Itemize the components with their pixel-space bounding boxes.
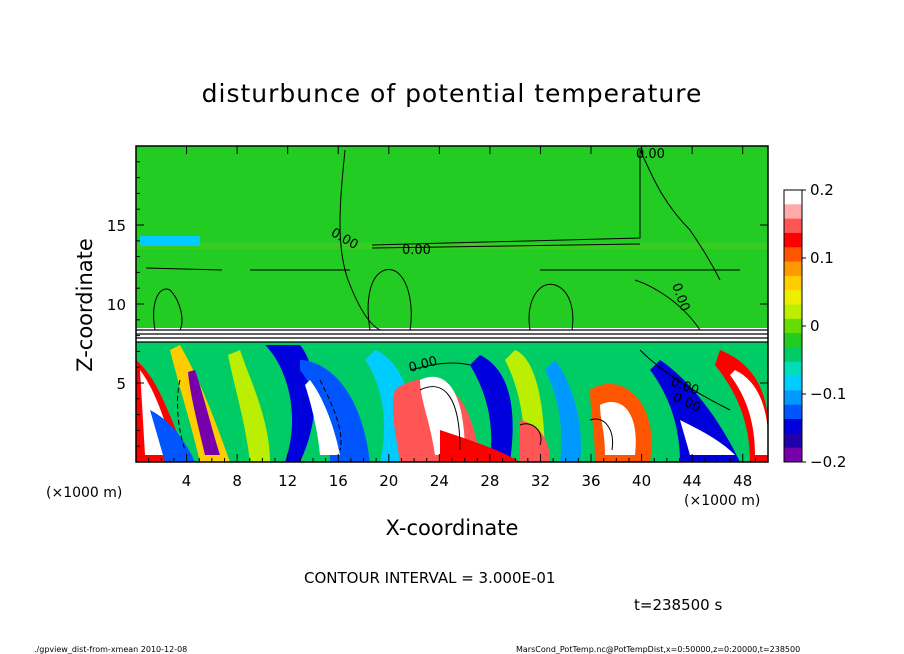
time-label: t=238500 s xyxy=(634,596,722,614)
y-tick-label: 15 xyxy=(107,217,126,235)
x-tick-label: 40 xyxy=(632,472,651,490)
field-patch-cyan xyxy=(140,236,200,246)
contour-label: 0.00 xyxy=(407,354,439,376)
x-axis-label: X-coordinate xyxy=(386,516,519,540)
contour-label: 0.00 xyxy=(636,147,665,162)
colorbar-tick-label: 0.2 xyxy=(810,181,834,199)
colorbar-swatch xyxy=(784,347,802,363)
y-axis-label: Z-coordinate xyxy=(73,238,97,372)
colorbar-tick-label: 0 xyxy=(810,317,820,335)
colorbar-swatch xyxy=(784,404,802,420)
colorbar-swatch xyxy=(784,447,802,463)
colorbar-swatch xyxy=(784,275,802,291)
colorbar-swatch xyxy=(784,204,802,220)
colorbar: 0.2 0.1 0 −0.1 −0.2 xyxy=(783,181,846,471)
colorbar-tick-label: −0.1 xyxy=(810,385,846,403)
colorbar-tick-label: 0.1 xyxy=(810,249,834,267)
y-tick-label: 5 xyxy=(116,375,126,393)
x-axis-unit: (×1000 m) xyxy=(684,493,760,509)
chart-title: disturbunce of potential temperature xyxy=(202,79,703,108)
colorbar-swatch xyxy=(784,232,802,248)
colorbar-swatch xyxy=(784,247,802,263)
contour-label: 0.00 xyxy=(402,243,431,258)
x-tick-label: 28 xyxy=(480,472,499,490)
colorbar-swatch xyxy=(784,218,802,234)
x-tick-label: 32 xyxy=(531,472,550,490)
colorbar-swatch xyxy=(784,318,802,334)
x-tick-label: 44 xyxy=(683,472,702,490)
colorbar-swatch xyxy=(784,333,802,348)
x-tick-label: 36 xyxy=(581,472,600,490)
colorbar-swatch xyxy=(784,390,802,406)
contour-interval: CONTOUR INTERVAL = 3.000E-01 xyxy=(304,569,555,587)
footer-right: MarsCond_PotTemp.nc@PotTempDist,x=0:5000… xyxy=(516,645,800,654)
colorbar-swatch xyxy=(784,304,802,320)
x-tick-label: 24 xyxy=(430,472,449,490)
colorbar-swatch xyxy=(784,361,802,377)
x-tick-label: 8 xyxy=(232,472,242,490)
plot-area xyxy=(136,146,768,462)
colorbar-swatch xyxy=(784,261,802,277)
x-tick-label: 16 xyxy=(329,472,348,490)
y-tick-label: 10 xyxy=(107,296,126,314)
colorbar-swatch xyxy=(784,190,802,205)
y-axis-unit: (×1000 m) xyxy=(46,485,122,501)
field-band xyxy=(136,243,768,249)
colorbar-swatch xyxy=(784,433,802,449)
colorbar-swatch xyxy=(784,290,802,306)
contour-lines xyxy=(145,149,740,451)
colorbar-swatch xyxy=(784,419,802,434)
x-tick-label: 20 xyxy=(379,472,398,490)
x-axis: 4 8 12 16 20 24 28 32 36 40 44 48 xyxy=(148,146,756,490)
colorbar-swatch xyxy=(784,376,802,391)
x-tick-label: 48 xyxy=(733,472,752,490)
colorbar-tick-label: −0.2 xyxy=(810,453,846,471)
y-axis: 5 10 15 xyxy=(107,161,768,447)
footer-left: ./gpview_dist-from-xmean 2010-12-08 xyxy=(34,645,187,654)
x-tick-label: 12 xyxy=(278,472,297,490)
x-tick-label: 4 xyxy=(182,472,192,490)
